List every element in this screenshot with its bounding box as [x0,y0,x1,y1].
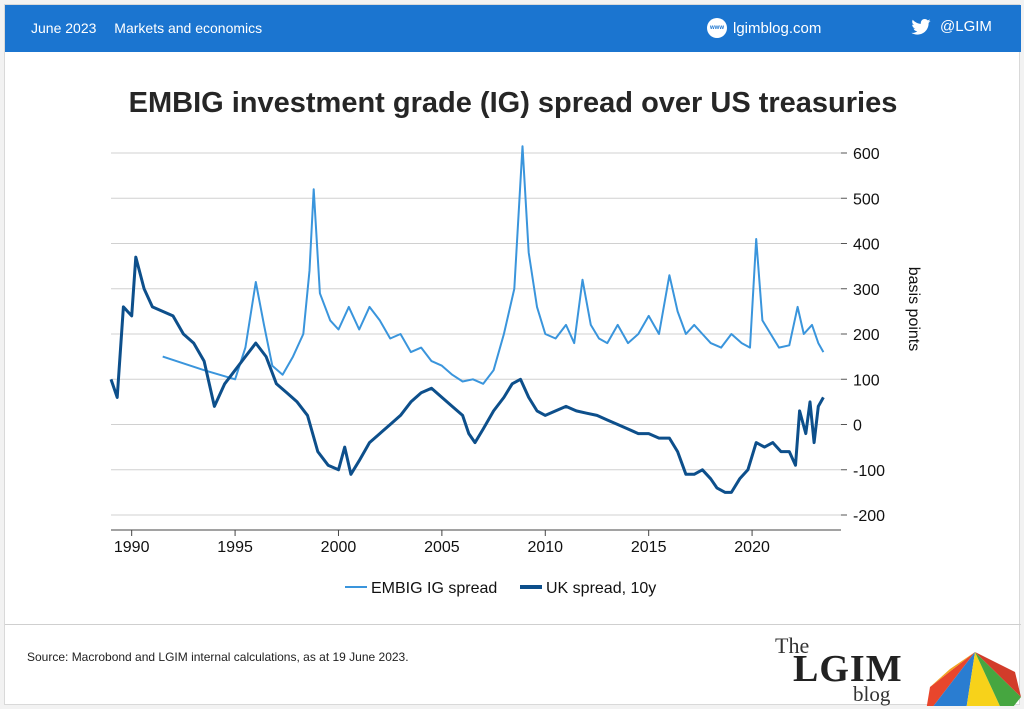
chart-title: EMBIG investment grade (IG) spread over … [128,87,898,119]
site-label: lgimblog.com [733,19,822,37]
x-tick-label: 2020 [734,539,770,556]
x-tick-label: 2010 [527,539,563,556]
y-tick-label: 300 [853,282,880,299]
globe-icon: www [707,18,727,38]
brand-lgim: LGIM [793,648,903,690]
umbrella-icon [926,652,1021,706]
twitter-icon [911,18,931,35]
source-note: Source: Macrobond and LGIM internal calc… [27,650,409,664]
x-tick-label: 1990 [114,539,150,556]
y-tick-label: 400 [853,237,880,254]
y-tick-label: 500 [853,191,880,208]
globe-icon-text: www [709,25,724,31]
twitter-link[interactable]: @LGIM [911,18,992,35]
twitter-handle: @LGIM [940,18,992,35]
brand-the: The [775,633,810,658]
y-tick-label: 200 [853,327,880,344]
legend-label-2: UK spread, 10y [546,580,656,597]
series-line-1 [162,145,825,385]
legend-label-1: EMBIG IG spread [371,580,497,597]
chart-card: June 2023 Markets and economics www lgim… [4,4,1021,706]
header-category[interactable]: Markets and economics [114,20,263,36]
site-link[interactable]: www lgimblog.com [707,18,821,38]
y-axis-label: basis points [905,267,922,352]
y-tick-label: 0 [853,418,862,435]
header-bar: June 2023 Markets and economics www lgim… [5,5,1021,52]
series-line-2 [109,255,825,494]
line-chart: 600 500 400 300 200 100 0 -100 -200 1990 1995 2000 2… [109,145,922,597]
brand-blog: blog [853,682,891,706]
x-tick-label: 2015 [631,539,667,556]
x-tick-label: 1995 [217,539,253,556]
lgim-blog-logo: The LGIM blog [775,633,1021,706]
x-tick-label: 2000 [321,539,357,556]
header-date: June 2023 [31,20,97,36]
y-tick-label: -200 [853,508,885,525]
header-meta: June 2023 Markets and economics [31,20,276,36]
x-tick-label: 2005 [424,539,460,556]
y-tick-label: 600 [853,146,880,163]
footer-divider [5,624,1021,625]
y-tick-label: 100 [853,372,880,389]
y-tick-label: -100 [853,463,885,480]
